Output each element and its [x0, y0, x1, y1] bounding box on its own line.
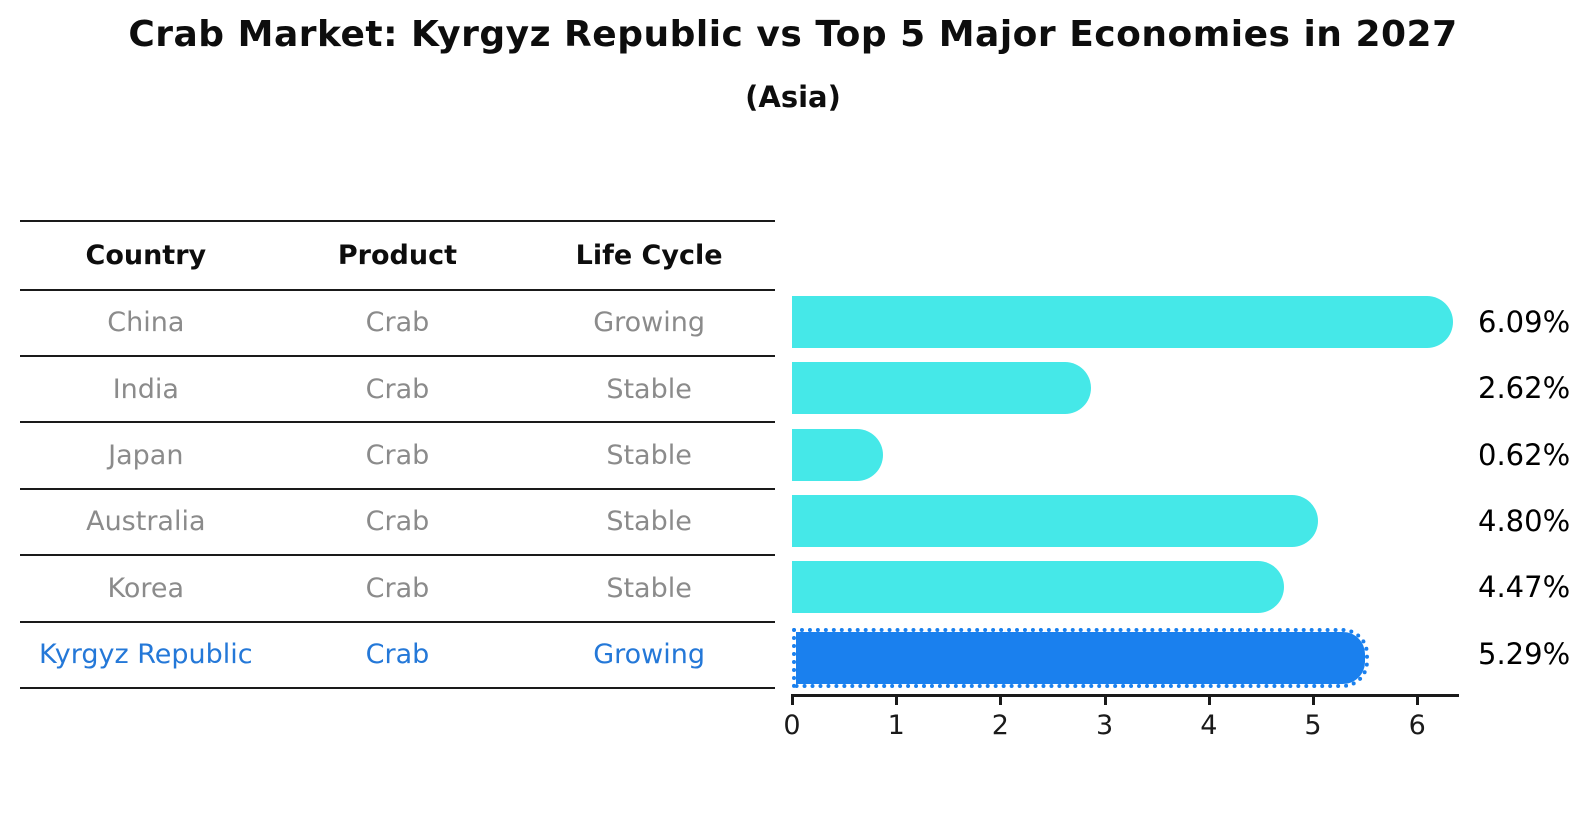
- table-row: Australia Crab Stable: [20, 490, 775, 554]
- value-label: 6.09%: [1478, 304, 1571, 339]
- cell-country: Japan: [108, 439, 184, 471]
- chart-title: Crab Market: Kyrgyz Republic vs Top 5 Ma…: [128, 14, 1458, 55]
- table-row: India Crab Stable: [20, 357, 775, 421]
- value-label: 4.47%: [1478, 570, 1571, 605]
- x-tick-mark: [791, 694, 794, 705]
- cell-lifecycle: Stable: [606, 439, 692, 471]
- cell-country: Korea: [107, 572, 185, 604]
- cell-country: Australia: [86, 506, 206, 538]
- bar: [792, 494, 1319, 547]
- x-tick-mark: [1416, 694, 1420, 705]
- col-header-country: Country: [85, 239, 207, 271]
- x-tick-label: 2: [991, 710, 1009, 741]
- chart-subtitle: (Asia): [745, 80, 841, 114]
- cell-product: Crab: [365, 373, 430, 405]
- cell-product: Crab: [365, 639, 430, 671]
- cell-country: China: [107, 307, 185, 339]
- table-header-row: Country Product Life Cycle: [20, 222, 775, 288]
- value-label: 5.29%: [1478, 636, 1571, 671]
- table-row: Japan Crab Stable: [20, 423, 775, 487]
- x-tick-mark: [999, 694, 1003, 705]
- x-tick-label: 6: [1408, 710, 1426, 741]
- cell-product: Crab: [365, 439, 430, 471]
- value-label: 2.62%: [1478, 371, 1571, 406]
- x-axis-line: [791, 694, 1459, 697]
- table-row-divider: [20, 421, 775, 424]
- x-tick-label: 3: [1096, 710, 1114, 741]
- x-tick-mark: [895, 694, 899, 705]
- table-row: Kyrgyz Republic Crab Growing: [20, 623, 775, 687]
- cell-lifecycle: Stable: [606, 506, 692, 538]
- table-border-bottom: [20, 686, 775, 689]
- cell-product: Crab: [365, 506, 430, 538]
- cell-lifecycle: Growing: [593, 307, 705, 339]
- cell-lifecycle: Stable: [606, 373, 692, 405]
- table-row: Korea Crab Stable: [20, 556, 775, 620]
- cell-product: Crab: [365, 572, 430, 604]
- cell-product: Crab: [365, 307, 430, 339]
- x-tick-label: 0: [783, 710, 801, 741]
- cell-lifecycle: Growing: [593, 639, 705, 671]
- table-row-divider: [20, 354, 775, 357]
- x-tick-label: 4: [1200, 710, 1218, 741]
- cell-country: Kyrgyz Republic: [39, 639, 253, 671]
- table-border-top: [20, 220, 775, 222]
- table-row-divider: [20, 487, 775, 490]
- bar: [792, 428, 883, 481]
- bar: [792, 362, 1091, 415]
- cell-country: India: [112, 373, 179, 405]
- cell-lifecycle: Stable: [606, 572, 692, 604]
- x-tick-mark: [1312, 694, 1315, 705]
- value-label: 0.62%: [1478, 437, 1571, 472]
- table-row-divider: [20, 620, 775, 623]
- col-header-product: Product: [337, 239, 458, 271]
- bar: [792, 295, 1453, 348]
- table-row-divider: [20, 554, 775, 557]
- x-tick-mark: [1207, 694, 1211, 705]
- col-header-lifecycle: Life Cycle: [575, 239, 723, 271]
- table-row-divider: [20, 288, 775, 291]
- x-tick-label: 1: [887, 710, 905, 741]
- table-row: China Crab Growing: [20, 291, 775, 355]
- value-label: 4.80%: [1478, 503, 1571, 538]
- x-tick-label: 5: [1304, 710, 1322, 741]
- bar-highlight: [792, 627, 1370, 688]
- x-tick-mark: [1103, 694, 1107, 705]
- bar: [792, 561, 1284, 614]
